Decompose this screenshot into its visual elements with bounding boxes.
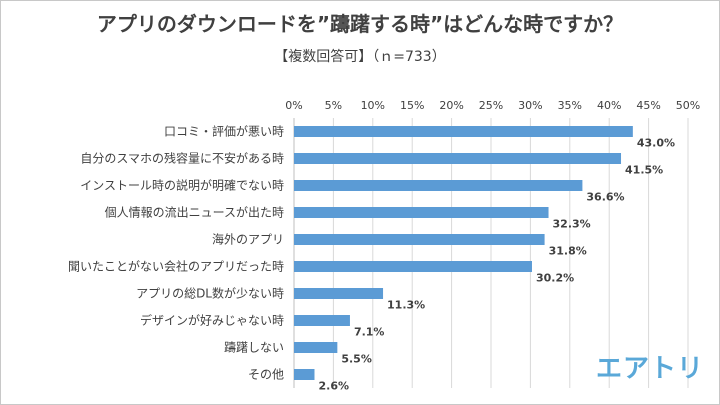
category-label: インストール時の説明が明確でない時 (80, 178, 284, 193)
data-label: 30.2% (536, 272, 574, 285)
category-label: その他 (248, 368, 284, 382)
brand-logo: エアトリ (596, 354, 705, 384)
data-label: 7.1% (354, 326, 385, 339)
x-tick-label: 0% (285, 99, 302, 112)
x-tick-label: 15% (400, 99, 424, 112)
category-label: 躊躇しない (224, 341, 284, 355)
category-label: 海外のアプリ (212, 232, 284, 247)
x-tick-label: 40% (597, 99, 621, 112)
bar (294, 369, 315, 380)
data-label: 5.5% (341, 353, 372, 366)
bar (294, 342, 338, 353)
bar (294, 153, 622, 164)
chart-title: アプリのダウンロードを”躊躇する時”はどんな時ですか？ (96, 12, 624, 36)
x-tick-label: 10% (361, 99, 385, 112)
category-label: 口コミ・評価が悪い時 (164, 124, 284, 139)
data-label: 36.6% (586, 191, 624, 204)
bar (294, 180, 583, 191)
bar (294, 315, 350, 326)
chart-subtitle: 【複数回答可】（ｎ=733） (274, 49, 446, 65)
data-label: 41.5% (625, 164, 663, 177)
category-label: デザインが好みじゃない時 (140, 313, 284, 328)
category-label: 個人情報の流出ニュースが出た時 (105, 205, 284, 220)
data-label: 43.0% (637, 137, 675, 150)
data-label: 11.3% (387, 299, 425, 312)
x-tick-label: 20% (439, 99, 463, 112)
category-label: 聞いたことがない会社のアプリだった時 (68, 259, 284, 274)
data-label: 31.8% (549, 245, 587, 258)
bar (294, 234, 545, 245)
x-tick-label: 25% (479, 99, 503, 112)
x-tick-label: 45% (636, 99, 660, 112)
bar (294, 207, 549, 218)
category-label: アプリの総DL数が少ない時 (136, 286, 284, 301)
bar (294, 261, 532, 272)
x-tick-label: 30% (518, 99, 542, 112)
data-label: 32.3% (553, 218, 591, 231)
x-tick-label: 5% (325, 99, 342, 112)
category-label: 自分のスマホの残容量に不安がある時 (80, 151, 284, 166)
bar (294, 126, 633, 137)
x-tick-label: 50% (676, 99, 700, 112)
bar (294, 288, 384, 299)
data-label: 2.6% (318, 380, 349, 393)
x-tick-label: 35% (558, 99, 582, 112)
